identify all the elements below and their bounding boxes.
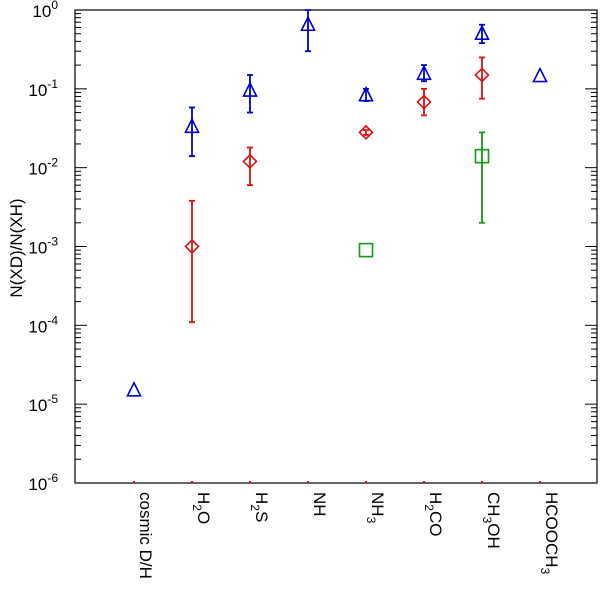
triangle-marker-h2co — [416, 64, 432, 81]
y-tick-exponent: -3 — [47, 235, 58, 249]
triangle-marker-h2s — [242, 81, 258, 97]
x-category-label: HCOOCH3 — [538, 492, 561, 575]
y-tick-label: 10-5 — [28, 392, 58, 415]
square-marker-nh3 — [358, 242, 374, 258]
y-tick-exponent: -2 — [47, 156, 58, 170]
x-label-text: NH — [310, 492, 329, 517]
x-label-text: H — [426, 492, 445, 504]
x-label-subscript: 2 — [422, 504, 436, 511]
x-label-text: cosmic D/H — [136, 492, 155, 579]
diamond-marker-h2s — [242, 153, 258, 170]
y-tick-label: 10-4 — [28, 313, 58, 336]
triangle-marker-ch3oh — [474, 24, 490, 41]
x-category-label: H2CO — [422, 492, 445, 536]
x-label-text: HCOOCH — [542, 492, 561, 568]
plot-frame — [74, 9, 598, 484]
y-tick-base: 10 — [28, 81, 47, 100]
x-category-label: cosmic D/H — [136, 492, 155, 579]
x-label-text: O — [194, 511, 213, 524]
x-label-text: H — [194, 492, 213, 504]
x-label-text: OH — [484, 523, 503, 549]
x-label-subscript: 2 — [248, 504, 262, 511]
x-label-text: CO — [426, 511, 445, 537]
y-axis-title: N(XD)/N(XH) — [7, 198, 26, 297]
triangle-marker-nh3 — [358, 85, 374, 102]
triangle-marker-nh — [300, 15, 316, 32]
diamond-marker-h2co — [416, 94, 432, 110]
y-tick-base: 10 — [28, 160, 47, 179]
y-tick-label: 10-6 — [28, 471, 58, 494]
x-label-text: H — [252, 492, 271, 504]
diamond-marker-h2o — [184, 238, 200, 255]
y-tick-label: 10-3 — [28, 235, 58, 258]
diamond-marker-ch3oh — [474, 67, 490, 83]
y-tick-base: 10 — [28, 239, 47, 258]
y-tick-exponent: -6 — [47, 471, 58, 485]
x-category-label: H2O — [190, 492, 213, 524]
x-label-subscript: 3 — [364, 517, 378, 524]
y-tick-label: 100 — [32, 0, 58, 21]
x-label-subscript: 3 — [480, 517, 494, 524]
series-diamond — [184, 56, 490, 323]
y-tick-base: 10 — [28, 396, 47, 415]
x-category-label: CH3OH — [480, 492, 503, 549]
y-tick-base: 10 — [28, 475, 47, 494]
triangle-marker-h2o — [184, 117, 200, 134]
series-square — [358, 131, 490, 258]
series-triangle — [126, 9, 548, 397]
y-tick-base: 10 — [32, 2, 51, 21]
diamond-marker-nh3 — [358, 124, 374, 141]
x-category-label: NH3 — [364, 492, 387, 524]
y-tick-exponent: -1 — [47, 77, 58, 91]
triangle-marker-hcooch3 — [532, 66, 548, 83]
x-label-text: CH — [484, 492, 503, 517]
square-marker-ch3oh — [474, 148, 490, 164]
x-label-text: S — [252, 511, 271, 522]
x-label-subscript: 2 — [190, 504, 204, 511]
y-tick-label: 10-2 — [28, 156, 58, 179]
y-tick-label: 10-1 — [28, 77, 58, 100]
x-category-label: H2S — [248, 492, 271, 522]
x-category-label: NH — [310, 492, 329, 517]
data-marks — [126, 9, 548, 397]
plot-area — [74, 9, 598, 484]
x-label-subscript: 3 — [538, 568, 552, 575]
y-tick-exponent: 0 — [51, 0, 58, 12]
triangle-marker-cosmic-d-h — [126, 380, 142, 397]
y-tick-base: 10 — [28, 317, 47, 336]
y-tick-exponent: -5 — [47, 392, 58, 406]
y-tick-exponent: -4 — [47, 313, 58, 327]
x-label-text: NH — [368, 492, 387, 517]
